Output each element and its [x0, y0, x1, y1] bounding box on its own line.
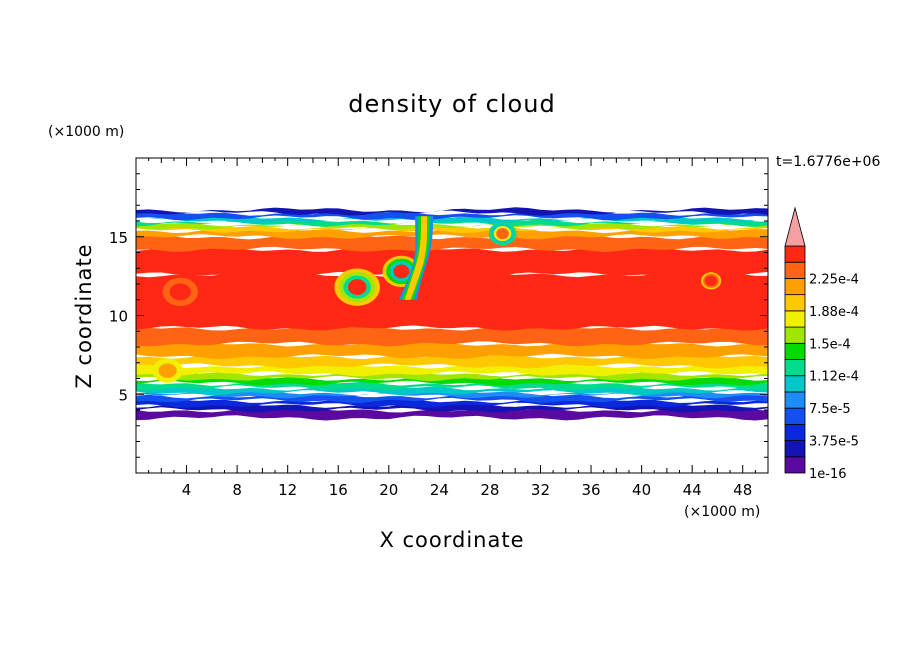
colorbar-over-arrow — [784, 206, 806, 247]
x-tick-label: 40 — [632, 481, 651, 499]
cloud-patch — [169, 283, 191, 301]
x-tick-label: 24 — [430, 481, 449, 499]
x-axis: 4 8 12 16 20 24 28 32 36 40 44 48 — [148, 158, 756, 499]
contour-band — [136, 407, 768, 421]
x-tick-label: 48 — [733, 481, 752, 499]
time-label: t=1.6776e+06 — [776, 154, 880, 170]
contour-band — [136, 341, 768, 359]
x-axis-label: X coordinate — [379, 528, 524, 552]
colorbar-label: 1e-16 — [809, 467, 847, 482]
chart-title: density of cloud — [348, 90, 555, 118]
colorbar-label: 1.5e-4 — [809, 337, 851, 352]
colorbar-label: 1.12e-4 — [809, 370, 859, 385]
cloud-swirl — [393, 264, 410, 279]
cloud-swirl — [338, 272, 376, 303]
cloud-swirl — [389, 261, 414, 282]
x-tick-label: 4 — [182, 481, 192, 499]
cloud-swirl — [347, 279, 367, 296]
colorbar-label: 1.88e-4 — [809, 305, 859, 320]
x-tick-label: 20 — [379, 481, 398, 499]
x-tick-label: 8 — [232, 481, 242, 499]
colorbar-swatch — [784, 294, 806, 312]
x-unit-label: (×1000 m) — [684, 504, 760, 520]
colorbar-swatch — [784, 278, 806, 296]
colorbar-swatch — [784, 310, 806, 328]
colorbar-swatch — [784, 375, 806, 393]
y-axis: 5 10 15 — [109, 173, 768, 458]
y-tick-label: 10 — [109, 308, 128, 326]
contour-band — [136, 246, 768, 278]
colorbar: 1e-16 3.75e-5 7.5e-5 1.12e-4 1.5e-4 1.88e-4 2.… — [784, 206, 859, 482]
x-tick-label: 16 — [329, 481, 348, 499]
colorbar-swatch — [784, 342, 806, 360]
x-tick-label: 28 — [480, 481, 499, 499]
colorbar-label: 7.5e-5 — [809, 402, 851, 417]
colorbar-swatch — [784, 245, 806, 263]
cloud-patch — [158, 363, 177, 378]
contour-band — [136, 207, 768, 216]
cloud-swirl — [705, 275, 717, 286]
x-tick-label: 36 — [581, 481, 600, 499]
x-tick-label: 32 — [531, 481, 550, 499]
x-tick-label: 44 — [683, 481, 702, 499]
contour-band — [136, 325, 768, 347]
contour-band — [136, 272, 768, 331]
y-tick-label: 5 — [118, 386, 128, 404]
cloud-plume — [404, 216, 428, 300]
x-tick-label: 12 — [278, 481, 297, 499]
density-field — [136, 207, 768, 421]
y-tick-label: 15 — [109, 229, 128, 247]
cloud-swirl — [334, 268, 380, 306]
colorbar-swatch — [784, 423, 806, 441]
cloud-swirl — [496, 228, 509, 240]
colorbar-label: 2.25e-4 — [809, 272, 859, 287]
contour-band — [136, 353, 768, 369]
y-unit-label: (×1000 m) — [48, 124, 124, 140]
colorbar-label: 3.75e-5 — [809, 435, 859, 450]
y-axis-label: Z coordinate — [72, 243, 96, 388]
colorbar-swatch — [784, 326, 806, 344]
colorbar-swatch — [784, 440, 806, 458]
colorbar-swatch — [784, 456, 806, 474]
colorbar-swatch — [784, 391, 806, 409]
colorbar-swatch — [784, 407, 806, 425]
cloud-swirl — [343, 275, 371, 299]
colorbar-swatch — [784, 359, 806, 377]
contour-band — [136, 221, 768, 230]
colorbar-swatch — [784, 261, 806, 279]
